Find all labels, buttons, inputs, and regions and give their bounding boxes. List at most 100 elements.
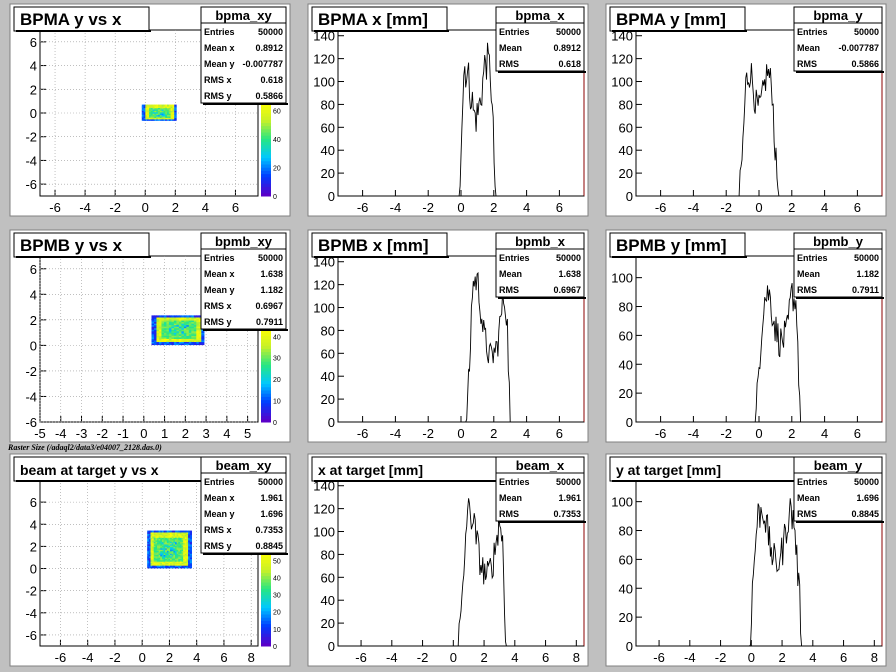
heatmap-cell — [153, 342, 158, 346]
heatmap-cell — [183, 329, 187, 332]
heatmap-cell — [168, 326, 173, 329]
heatmap-cell — [167, 111, 170, 114]
stats-title: beam_x — [516, 458, 565, 473]
heatmap-cell — [189, 559, 192, 562]
heatmap-cell — [154, 114, 157, 117]
heatmap-cell — [186, 561, 189, 564]
heatmap-cell — [186, 555, 189, 558]
color-scale-bin — [261, 374, 271, 378]
heatmap-cell — [176, 530, 179, 533]
heatmap-cell — [181, 542, 184, 545]
x-tick-label: 6 — [220, 650, 227, 665]
y-tick-label: 80 — [321, 323, 335, 338]
heatmap-cell — [166, 323, 170, 326]
heatmap-cell — [167, 107, 170, 110]
x-tick-label: 2 — [172, 200, 179, 215]
heatmap-cell — [176, 535, 179, 538]
heatmap-cell — [143, 113, 146, 116]
heatmap-cell — [173, 557, 176, 560]
heatmap-cell — [173, 542, 176, 545]
heatmap-cell — [153, 549, 157, 552]
heatmap-cell — [147, 537, 150, 540]
heatmap-cell — [171, 335, 175, 338]
heatmap-cell — [179, 535, 183, 538]
y-tick-label: 40 — [321, 143, 335, 158]
color-scale-bin — [261, 183, 271, 187]
heatmap-cell — [155, 545, 158, 548]
heatmap-cell — [166, 336, 170, 339]
heatmap-cell — [157, 562, 160, 565]
heatmap-cell — [183, 535, 186, 538]
heatmap-cell — [157, 550, 160, 553]
heatmap-cell — [173, 559, 176, 562]
heatmap-cell — [165, 565, 168, 568]
heatmap-cell — [154, 111, 157, 114]
heatmap-cell — [184, 563, 188, 566]
heatmap-cell — [181, 547, 184, 550]
heatmap-cell — [196, 319, 200, 323]
stats-label: Mean x — [204, 43, 235, 53]
heatmap-cell — [179, 531, 183, 534]
heatmap-cell — [152, 106, 156, 109]
heatmap-cell — [163, 545, 166, 548]
heatmap-cell — [163, 113, 166, 116]
heatmap-cell — [183, 330, 187, 333]
heatmap-cell — [166, 563, 170, 566]
heatmap-cell — [186, 324, 190, 327]
heatmap-cell — [189, 565, 192, 568]
heatmap-cell — [191, 324, 195, 327]
heatmap-cell — [184, 550, 188, 553]
heatmap-cell — [150, 561, 153, 564]
heatmap-cell — [189, 534, 192, 537]
heatmap-cell — [175, 554, 178, 557]
heatmap-cell — [158, 550, 161, 553]
heatmap-cell — [165, 555, 168, 558]
heatmap-cell — [157, 555, 160, 558]
heatmap-cell — [168, 539, 171, 542]
heatmap-cell — [150, 108, 154, 111]
heatmap-cell — [166, 335, 170, 338]
heatmap-cell — [161, 321, 165, 324]
heatmap-cell — [168, 323, 173, 326]
color-scale-bin — [261, 128, 271, 133]
heatmap-cell — [152, 538, 155, 541]
color-scale-bin — [261, 642, 271, 647]
y-tick-label: -6 — [25, 177, 37, 192]
x-tick-label: 8 — [248, 650, 255, 665]
stats-label: Entries — [797, 253, 828, 263]
stats-shadow — [203, 329, 288, 331]
heatmap-cell — [174, 115, 177, 118]
heatmap-cell — [161, 533, 165, 536]
heatmap-cell — [147, 106, 150, 109]
x-tick-label: 0 — [748, 650, 755, 665]
heatmap-cell — [159, 115, 163, 118]
heatmap-cell — [158, 335, 163, 338]
x-tick-label: -4 — [684, 650, 696, 665]
heatmap-cell — [141, 104, 145, 107]
heatmap-cell — [159, 107, 163, 110]
heatmap-cell — [160, 537, 163, 540]
heatmap-cell — [161, 561, 165, 564]
z-tick-label: 40 — [273, 137, 281, 144]
heatmap-cell — [161, 110, 165, 113]
heatmap-cell — [148, 555, 152, 558]
heatmap-cell — [168, 534, 171, 537]
heatmap-cell — [152, 530, 155, 533]
heatmap-cell — [158, 543, 161, 546]
heatmap-cell — [178, 553, 181, 556]
heatmap-cell — [150, 537, 153, 540]
heatmap-cell — [157, 553, 160, 556]
heatmap-cell — [163, 559, 166, 562]
heatmap-cell — [198, 341, 202, 344]
heatmap-cell — [163, 329, 168, 332]
heatmap-cell — [150, 535, 153, 538]
stats-value: 0.8845 — [851, 509, 879, 519]
color-scale-bin — [261, 358, 271, 362]
heatmap-cell — [161, 108, 165, 111]
color-scale-bin — [261, 348, 271, 353]
heatmap-cell — [173, 323, 178, 326]
heatmap-cell — [183, 561, 186, 564]
